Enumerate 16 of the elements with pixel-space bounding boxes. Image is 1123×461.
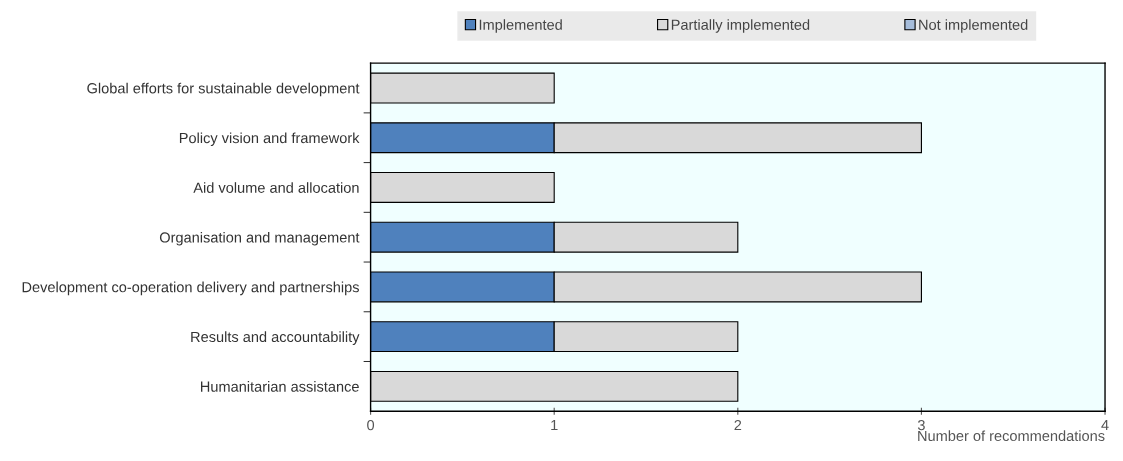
y-tick-label: Humanitarian assistance xyxy=(201,381,359,392)
legend-label: Not implemented xyxy=(919,19,1028,33)
x-axis-title: Number of recommendations xyxy=(918,430,1105,442)
x-tick-label: 0 xyxy=(367,419,375,431)
y-tick-label: Global efforts for sustainable development xyxy=(87,82,360,97)
legend-label: Implemented xyxy=(479,19,562,33)
y-tick-label: Organisation and management xyxy=(159,231,360,246)
x-tick-label: 1 xyxy=(551,420,558,431)
y-tick-label: Policy vision and framework xyxy=(179,132,360,147)
x-tick-label: 3 xyxy=(917,419,925,431)
x-tick-label: 2 xyxy=(734,419,742,431)
y-tick-label: Results and accountability xyxy=(191,331,360,345)
x-tick-label: 4 xyxy=(1101,420,1109,431)
y-tick-label: Aid volume and allocation xyxy=(193,182,359,193)
legend-label: Partially implemented xyxy=(671,19,810,33)
y-tick-label: Development co-operation delivery and partnerships xyxy=(22,281,359,296)
